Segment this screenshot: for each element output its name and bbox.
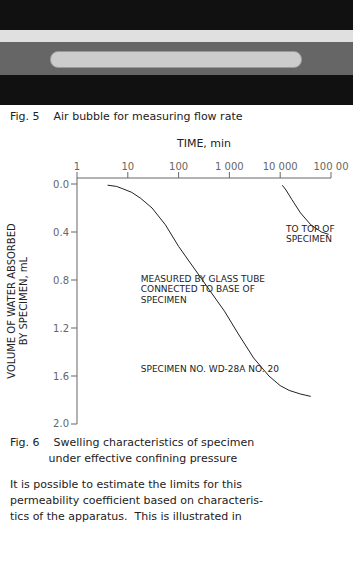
svg-text:TIME, min: TIME, min [176,137,231,150]
html-text:under effective confining pres: under effective confining pressure [10,452,238,465]
svg-text:1.2: 1.2 [53,323,69,334]
svg-text:0.4: 0.4 [53,227,69,238]
html-text:Fig. 5 Air bubble for measurin: Fig. 5 Air bubble for measuring flow rat… [10,110,243,123]
svg-text:1.6: 1.6 [53,371,69,382]
html-text:Fig. 6 Swelling characteristic: Fig. 6 Swelling characteristics of speci… [10,436,255,449]
svg-text:VOLUME OF WATER ABSORBEDBY SPE: VOLUME OF WATER ABSORBEDBY SPECIMEN, mL [8,223,29,379]
html-text:tics of the apparatus. This is: tics of the apparatus. This is illustrat… [10,510,242,523]
svg-text:2.0: 2.0 [53,418,69,429]
svg-text:100: 100 [169,161,188,172]
svg-text:TO TOP OFSPECIMEN: TO TOP OFSPECIMEN [285,224,335,244]
svg-text:100 00: 100 00 [314,161,346,172]
svg-text:10 000: 10 000 [263,161,298,172]
svg-text:10: 10 [121,161,134,172]
svg-text:0.8: 0.8 [53,275,69,286]
svg-text:MEASURED BY GLASS TUBECONNECTE: MEASURED BY GLASS TUBECONNECTED TO BASE … [141,274,266,305]
svg-text:SPECIMEN NO. WD-28A NO. 20: SPECIMEN NO. WD-28A NO. 20 [141,364,279,374]
svg-text:1: 1 [74,161,80,172]
svg-text:0.0: 0.0 [53,179,69,190]
html-text:permeability coefficient based: permeability coefficient based on charac… [10,494,263,507]
svg-text:1 000: 1 000 [215,161,244,172]
html-text:It is possible to estimate the: It is possible to estimate the limits fo… [10,478,242,491]
